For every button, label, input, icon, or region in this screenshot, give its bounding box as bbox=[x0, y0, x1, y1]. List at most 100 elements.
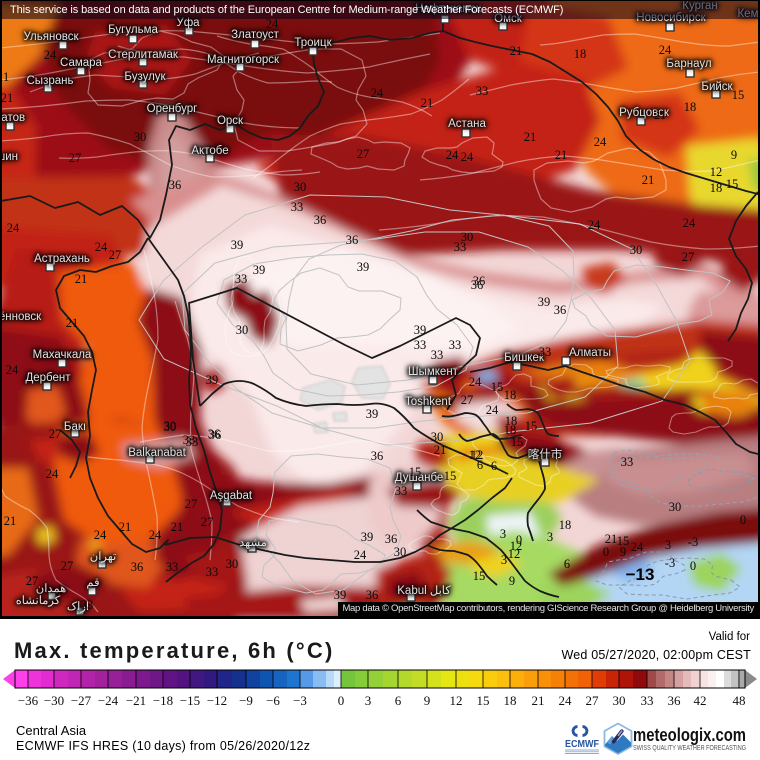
svg-text:−21: −21 bbox=[126, 693, 146, 708]
svg-text:قم: قم bbox=[86, 577, 99, 589]
svg-text:15: 15 bbox=[732, 88, 745, 102]
svg-text:24: 24 bbox=[266, 17, 279, 31]
svg-text:6: 6 bbox=[564, 557, 570, 571]
svg-text:−3: −3 bbox=[293, 693, 307, 708]
svg-text:24: 24 bbox=[354, 548, 367, 562]
svg-text:−9: −9 bbox=[239, 693, 253, 708]
svg-text:Златоуст: Златоуст bbox=[231, 29, 280, 41]
svg-text:33: 33 bbox=[166, 560, 179, 574]
svg-text:3: 3 bbox=[365, 693, 372, 708]
svg-text:ECMWF: ECMWF bbox=[565, 738, 599, 750]
svg-text:Барнаул: Барнаул bbox=[666, 58, 711, 70]
svg-text:15: 15 bbox=[726, 177, 739, 191]
svg-text:15: 15 bbox=[491, 380, 504, 394]
svg-text:15: 15 bbox=[617, 534, 630, 548]
svg-text:33: 33 bbox=[454, 240, 467, 254]
svg-text:33: 33 bbox=[414, 338, 427, 352]
svg-text:9: 9 bbox=[424, 693, 431, 708]
svg-text:21: 21 bbox=[4, 514, 17, 528]
svg-text:33: 33 bbox=[431, 348, 444, 362]
svg-text:مشهد: مشهد bbox=[239, 537, 267, 549]
svg-text:21: 21 bbox=[524, 130, 537, 144]
svg-text:24: 24 bbox=[95, 240, 108, 254]
svg-text:-3: -3 bbox=[665, 556, 675, 570]
svg-text:27: 27 bbox=[49, 427, 62, 441]
svg-text:36: 36 bbox=[385, 532, 398, 546]
svg-text:24: 24 bbox=[461, 150, 474, 164]
svg-text:21: 21 bbox=[171, 520, 184, 534]
svg-text:Бугульма: Бугульма bbox=[108, 24, 158, 36]
svg-text:24: 24 bbox=[44, 48, 57, 62]
svg-text:18: 18 bbox=[710, 181, 723, 195]
svg-text:30: 30 bbox=[134, 130, 147, 144]
svg-text:39: 39 bbox=[357, 260, 370, 274]
svg-text:9: 9 bbox=[620, 545, 626, 559]
svg-text:27: 27 bbox=[461, 393, 474, 407]
svg-text:21: 21 bbox=[642, 173, 655, 187]
svg-text:24: 24 bbox=[7, 221, 20, 235]
svg-text:33: 33 bbox=[641, 693, 654, 708]
svg-text:meteologix.com: meteologix.com bbox=[633, 725, 746, 745]
svg-text:18: 18 bbox=[504, 423, 517, 437]
svg-text:15: 15 bbox=[444, 469, 457, 483]
svg-text:33: 33 bbox=[235, 272, 248, 286]
svg-text:36: 36 bbox=[208, 427, 221, 441]
svg-text:36: 36 bbox=[366, 588, 379, 602]
svg-text:Астана: Астана bbox=[448, 118, 486, 130]
svg-text:3: 3 bbox=[547, 530, 553, 544]
svg-text:Бишкек: Бишкек bbox=[504, 352, 545, 364]
svg-text:36: 36 bbox=[131, 560, 144, 574]
svg-text:Душанбе: Душанбе bbox=[395, 472, 444, 484]
svg-text:Махачкала: Махачкала bbox=[33, 349, 92, 361]
svg-text:24: 24 bbox=[94, 528, 107, 542]
svg-text:15: 15 bbox=[511, 435, 524, 449]
svg-text:48: 48 bbox=[733, 693, 746, 708]
svg-text:Орск: Орск bbox=[217, 115, 244, 127]
svg-text:Ульяновск: Ульяновск bbox=[24, 31, 80, 43]
svg-text:30: 30 bbox=[164, 420, 177, 434]
svg-text:39: 39 bbox=[334, 588, 347, 602]
svg-text:9: 9 bbox=[731, 148, 737, 162]
svg-text:33: 33 bbox=[476, 84, 489, 98]
svg-text:21: 21 bbox=[605, 532, 618, 546]
svg-text:−6: −6 bbox=[266, 693, 280, 708]
svg-text:0: 0 bbox=[603, 545, 609, 559]
svg-text:15: 15 bbox=[477, 693, 490, 708]
svg-text:39: 39 bbox=[253, 263, 266, 277]
svg-text:−13: −13 bbox=[626, 565, 655, 584]
svg-text:36: 36 bbox=[471, 278, 484, 292]
svg-text:12: 12 bbox=[510, 539, 523, 553]
svg-text:تهران: تهران bbox=[90, 550, 117, 563]
svg-text:36: 36 bbox=[314, 213, 327, 227]
svg-text:33: 33 bbox=[186, 435, 199, 449]
svg-text:Стерлитамак: Стерлитамак bbox=[108, 49, 179, 61]
svg-text:24: 24 bbox=[6, 363, 19, 377]
svg-text:24: 24 bbox=[559, 693, 573, 708]
svg-text:Balkanabat: Balkanabat bbox=[128, 447, 186, 459]
svg-text:Дербент: Дербент bbox=[25, 372, 71, 384]
svg-text:Kabul كابل: Kabul كابل bbox=[397, 584, 451, 597]
svg-text:Бийск: Бийск bbox=[701, 81, 733, 93]
svg-text:15: 15 bbox=[409, 465, 422, 479]
svg-text:21: 21 bbox=[66, 316, 79, 330]
svg-text:21: 21 bbox=[75, 272, 88, 286]
svg-text:21: 21 bbox=[555, 148, 568, 162]
svg-text:−30: −30 bbox=[44, 693, 64, 708]
svg-text:ённовск: ённовск bbox=[0, 311, 42, 323]
svg-text:24: 24 bbox=[659, 43, 672, 57]
svg-text:36: 36 bbox=[209, 428, 222, 442]
svg-text:24: 24 bbox=[486, 403, 499, 417]
svg-text:36: 36 bbox=[346, 233, 359, 247]
svg-text:Сызрань: Сызрань bbox=[27, 75, 74, 87]
svg-text:33: 33 bbox=[449, 338, 462, 352]
svg-text:Магнитогорск: Магнитогорск bbox=[207, 54, 280, 66]
svg-text:Алматы: Алматы bbox=[569, 347, 611, 359]
svg-text:27: 27 bbox=[109, 248, 122, 262]
svg-text:27: 27 bbox=[357, 147, 370, 161]
svg-text:−36: −36 bbox=[18, 693, 39, 708]
svg-text:12: 12 bbox=[508, 547, 521, 561]
svg-text:39: 39 bbox=[538, 295, 551, 309]
svg-text:اراک: اراک bbox=[67, 600, 89, 613]
svg-text:9: 9 bbox=[509, 574, 515, 588]
svg-text:36: 36 bbox=[554, 303, 567, 317]
